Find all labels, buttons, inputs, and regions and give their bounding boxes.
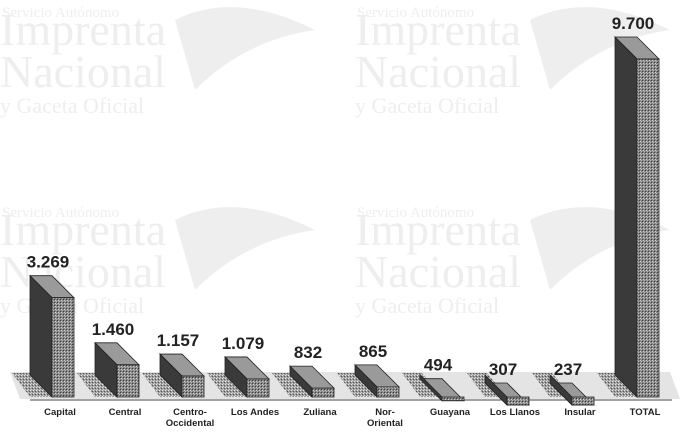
bar-base — [12, 373, 52, 397]
value-label: 1.460 — [92, 320, 135, 339]
bar-right-face — [441, 396, 465, 402]
bar-base — [337, 373, 377, 397]
bar-right-face — [311, 387, 335, 398]
category-label: Los Andes — [231, 407, 279, 418]
bar — [29, 274, 75, 398]
bar-base — [142, 373, 182, 397]
bar-right-face — [181, 375, 205, 398]
watermark-logo — [175, 207, 315, 290]
bar-right-face — [51, 297, 75, 398]
watermark-line: Nacional — [0, 246, 166, 297]
category-label: TOTAL — [630, 407, 661, 418]
watermark-line: y Gaceta Oficial — [355, 293, 499, 318]
category-label: Insular — [564, 407, 595, 418]
watermark-line: Imprenta — [355, 204, 521, 255]
bar-right-face — [506, 396, 530, 406]
watermark-logo — [530, 7, 670, 91]
bar-base — [272, 373, 312, 397]
watermark-line: Nacional — [0, 46, 166, 97]
category-label: Centro-Occidental — [166, 407, 215, 429]
watermark-line: Imprenta — [0, 4, 166, 55]
watermark-line: Imprenta — [0, 204, 166, 255]
bar-left-face — [29, 274, 53, 398]
bar — [289, 365, 335, 398]
value-label: 832 — [294, 343, 322, 362]
watermark-line: y Gaceta Oficial — [355, 93, 499, 118]
bar-right-face — [116, 364, 140, 398]
value-label: 237 — [554, 360, 582, 379]
bar-left-face — [614, 36, 638, 398]
value-label: 1.157 — [157, 331, 200, 350]
bars — [29, 36, 660, 406]
category-labels: Capital Central Centro-Occidental Los Andes… — [44, 407, 660, 429]
value-label: 307 — [489, 360, 517, 379]
value-label: 9.700 — [612, 14, 655, 33]
watermark-header: Servicio Autónomo — [2, 205, 119, 221]
category-label: Los Llanos — [490, 407, 540, 418]
value-label: 865 — [359, 342, 387, 361]
bar-right-face — [636, 58, 660, 398]
bar — [224, 355, 270, 398]
watermark-line: Nacional — [355, 246, 521, 297]
category-label: Zuliana — [303, 407, 337, 418]
bar — [614, 36, 660, 398]
bar-base — [77, 373, 117, 397]
category-label: Guayana — [430, 407, 471, 418]
watermark-header: Servicio Autónomo — [357, 205, 474, 221]
bar-right-face — [246, 378, 270, 398]
bar-right-face — [376, 386, 400, 398]
watermark-line: Imprenta — [355, 4, 521, 55]
bar-base — [207, 373, 247, 397]
bar — [354, 363, 400, 398]
value-label: 1.079 — [222, 334, 265, 353]
bar-right-face — [571, 396, 595, 406]
category-label: Capital — [44, 407, 76, 418]
value-label: 494 — [424, 356, 453, 375]
value-label: 3.269 — [27, 253, 70, 272]
category-label: Nor-Oriental — [367, 407, 403, 429]
bar — [94, 341, 140, 398]
bar — [419, 374, 465, 402]
watermark-header: Servicio Autónomo — [2, 5, 119, 21]
bar-base — [597, 373, 637, 397]
category-label: Central — [109, 407, 142, 418]
value-labels: 3.269 1.460 1.157 1.079 832 865 494 307 237 9.700 — [27, 14, 655, 379]
bar — [549, 374, 595, 406]
bar — [159, 353, 205, 398]
watermark-logo — [175, 7, 315, 91]
watermark-header: Servicio Autónomo — [357, 5, 474, 21]
watermark-line: y Gaceta Oficial — [0, 93, 144, 118]
bar — [484, 374, 530, 406]
watermark-line: Nacional — [355, 46, 521, 97]
